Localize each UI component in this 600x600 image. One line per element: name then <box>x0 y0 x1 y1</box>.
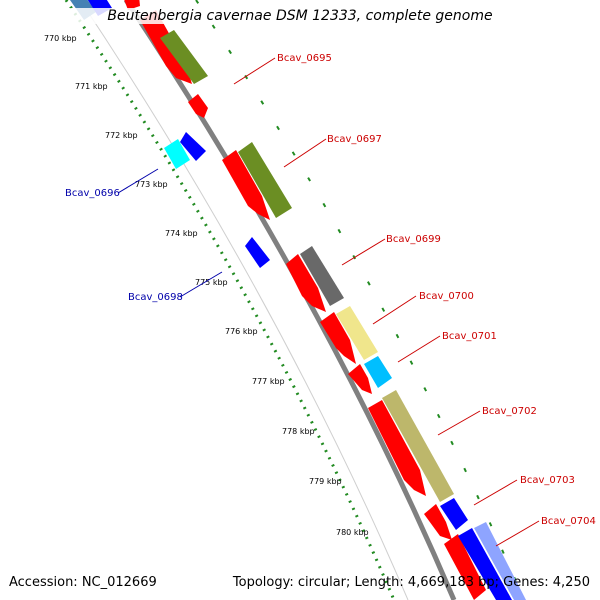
leader-lines-plus <box>233 57 540 547</box>
scale-label-774: 774 kbp <box>165 229 198 238</box>
feature-bcav-0695 <box>140 10 192 84</box>
feature-bcav-0702 <box>368 400 426 496</box>
gene-label-bcav-0703[interactable]: Bcav_0703 <box>520 475 575 486</box>
scale-label-776: 776 kbp <box>225 327 258 336</box>
feature-red-0701 <box>348 364 372 394</box>
gene-labels-minus: Bcav_0696 Bcav_0698 <box>65 188 183 303</box>
gene-label-bcav-0698[interactable]: Bcav_0698 <box>128 292 183 303</box>
feature-bcav-0703 <box>424 504 452 540</box>
scale-label-775: 775 kbp <box>195 278 228 287</box>
scale-label-772: 772 kbp <box>105 131 138 140</box>
feature-lightblue-0704 <box>474 522 526 600</box>
feature-bcav-0699 <box>286 254 326 312</box>
scale-labels: 770 kbp 771 kbp 772 kbp 773 kbp 774 kbp … <box>44 34 369 537</box>
feature-olive-0695 <box>160 30 208 84</box>
feature-blue-0703 <box>440 498 468 530</box>
gene-label-bcav-0695[interactable]: Bcav_0695 <box>277 53 332 64</box>
feature-olive-0697 <box>238 142 292 218</box>
lane-guides <box>79 0 409 600</box>
feature-blue-0704 <box>458 528 512 600</box>
gene-labels-plus: Bcav_0695 Bcav_0697 Bcav_0699 Bcav_0700 … <box>277 53 596 527</box>
gene-label-bcav-0696[interactable]: Bcav_0696 <box>65 188 120 199</box>
accession-text: Accession: NC_012669 <box>9 575 157 590</box>
scale-label-770: 770 kbp <box>44 34 77 43</box>
feature-gray-0699 <box>300 246 344 306</box>
scale-label-779: 779 kbp <box>309 477 342 486</box>
gene-label-bcav-0700[interactable]: Bcav_0700 <box>419 291 474 302</box>
scale-label-771: 771 kbp <box>75 82 108 91</box>
scale-label-773: 773 kbp <box>135 180 168 189</box>
plus-strand-features <box>124 0 526 600</box>
scale-label-778: 778 kbp <box>282 427 315 436</box>
feature-darkkhaki-0702 <box>382 390 454 502</box>
feature-khaki-0700 <box>336 306 378 360</box>
gene-label-bcav-0699[interactable]: Bcav_0699 <box>386 234 441 245</box>
gene-label-bcav-0697[interactable]: Bcav_0697 <box>327 134 382 145</box>
feature-bcav-0696-cyan <box>164 139 190 169</box>
leader-lines-minus <box>117 168 223 298</box>
outer-tick-line <box>195 0 525 600</box>
scale-label-777: 777 kbp <box>252 377 285 386</box>
gene-label-bcav-0701[interactable]: Bcav_0701 <box>442 331 497 342</box>
scale-dotted-line <box>64 0 396 600</box>
map-title: Beutenbergia cavernae DSM 12333, complet… <box>0 8 600 24</box>
feature-red-top <box>124 0 140 10</box>
feature-minus-blue-772 <box>180 132 206 161</box>
gene-label-bcav-0704[interactable]: Bcav_0704 <box>541 516 596 527</box>
scale-label-780: 780 kbp <box>336 528 369 537</box>
feature-bcav-0700 <box>320 312 356 364</box>
feature-bcav-0701 <box>364 356 392 388</box>
feature-bcav-0698-blue <box>245 237 270 268</box>
gene-label-bcav-0702[interactable]: Bcav_0702 <box>482 406 537 417</box>
topology-summary: Topology: circular; Length: 4,669,183 bp… <box>232 575 590 590</box>
feature-red-small-1 <box>188 94 208 118</box>
feature-bcav-0697 <box>222 150 270 220</box>
feature-bcav-0704 <box>444 534 486 600</box>
